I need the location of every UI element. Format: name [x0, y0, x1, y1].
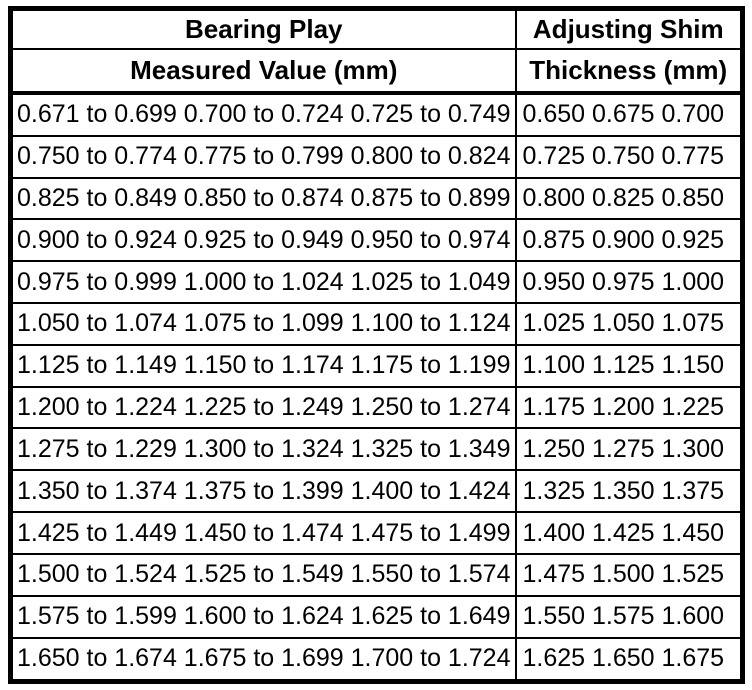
shim-thickness-cell: 1.175 1.200 1.225 [514, 386, 743, 430]
measured-value-cell: 1.650 to 1.674 1.675 to 1.699 1.700 to 1… [17, 644, 511, 673]
table-row: 1.425 to 1.449 1.450 to 1.474 1.475 to 1… [10, 512, 743, 555]
shim-thickness-cell: 1.100 1.125 1.150 [514, 344, 743, 388]
measured-value-cell: 1.575 to 1.599 1.600 to 1.624 1.625 to 1… [10, 595, 516, 639]
measured-value-cell: 0.975 to 0.999 1.000 to 1.024 1.025 to 1… [10, 261, 516, 304]
measured-value-cell: 1.500 to 1.524 1.525 to 1.549 1.550 to 1… [10, 553, 516, 597]
table-row: 1.125 to 1.149 1.150 to 1.174 1.175 to 1… [10, 344, 743, 388]
measured-value-cell: 1.125 to 1.149 1.150 to 1.174 1.175 to 1… [10, 344, 516, 388]
measured-value-cell: 0.825 to 0.849 0.850 to 0.874 0.875 to 0… [10, 177, 516, 221]
shim-thickness-cell: 0.725 0.750 0.775 [514, 135, 743, 179]
table-row: 1.200 to 1.224 1.225 to 1.249 1.250 to 1… [10, 386, 743, 430]
table-row: 1.050 to 1.074 1.075 to 1.099 1.100 to 1… [10, 302, 743, 346]
table-row: 1.350 to 1.374 1.375 to 1.399 1.400 to 1… [10, 470, 743, 514]
header-adjusting-shim: Adjusting Shim [514, 8, 743, 50]
table-row: 0.975 to 0.999 1.000 to 1.024 1.025 to 1… [10, 261, 743, 304]
table-row: 1.500 to 1.524 1.525 to 1.549 1.550 to 1… [10, 553, 743, 597]
shim-thickness-cell: 0.650 0.675 0.700 [514, 92, 743, 137]
measured-value-cell: 1.425 to 1.449 1.450 to 1.474 1.475 to 1… [10, 512, 516, 555]
table-header: Bearing Play Adjusting Shim Measured Val… [10, 8, 743, 95]
shim-thickness-cell: 1.325 1.350 1.375 [514, 470, 743, 514]
shim-thickness-cell: 1.550 1.575 1.600 [514, 595, 743, 639]
measured-value-cell: 0.900 to 0.924 0.925 to 0.949 0.950 to 0… [10, 219, 516, 263]
shim-thickness-cell: 0.875 0.900 0.925 [514, 219, 743, 263]
bearing-play-shim-table: Bearing Play Adjusting Shim Measured Val… [8, 6, 745, 684]
shim-thickness-cell: 1.250 1.275 1.300 [514, 428, 743, 472]
table-body: 0.671 to 0.699 0.700 to 0.724 0.725 to 0… [10, 92, 743, 682]
measured-value-cell: 1.275 to 1.229 1.300 to 1.324 1.325 to 1… [10, 428, 516, 472]
measured-value-cell: 1.200 to 1.224 1.225 to 1.249 1.250 to 1… [10, 386, 516, 430]
table-row: 0.825 to 0.849 0.850 to 0.874 0.875 to 0… [10, 177, 743, 221]
shim-thickness-cell: 1.025 1.050 1.075 [514, 302, 743, 346]
table-row: 0.671 to 0.699 0.700 to 0.724 0.725 to 0… [10, 92, 743, 137]
header-measured-value: Measured Value (mm) [10, 48, 516, 95]
table-row: 0.750 to 0.774 0.775 to 0.799 0.800 to 0… [10, 135, 743, 179]
measured-value-cell: 0.671 to 0.699 0.700 to 0.724 0.725 to 0… [10, 92, 516, 137]
measured-value-cell: 1.350 to 1.374 1.375 to 1.399 1.400 to 1… [10, 470, 516, 514]
shim-thickness-cell: 0.950 0.975 1.000 [514, 261, 743, 304]
shim-thickness-cell: 1.400 1.425 1.450 [514, 512, 743, 555]
header-group-row: Bearing Play Adjusting Shim [10, 8, 743, 50]
table-row: 1.275 to 1.229 1.300 to 1.324 1.325 to 1… [10, 428, 743, 472]
header-sub-row: Measured Value (mm) Thickness (mm) [10, 48, 743, 95]
shim-thickness-cell: 1.475 1.500 1.525 [514, 553, 743, 597]
measured-value-cell: 0.750 to 0.774 0.775 to 0.799 0.800 to 0… [10, 135, 516, 179]
shim-thickness-cell: 1.625 1.650 1.675 [514, 637, 743, 682]
table-row: 1.650 to 1.674 1.675 to 1.699 1.700 to 1… [11, 637, 743, 682]
header-bearing-play: Bearing Play [10, 8, 516, 50]
table-row: 1.575 to 1.599 1.600 to 1.624 1.625 to 1… [10, 595, 743, 639]
shim-thickness-cell: 0.800 0.825 0.850 [514, 177, 743, 221]
header-thickness: Thickness (mm) [514, 48, 743, 95]
measured-value-cell: 1.050 to 1.074 1.075 to 1.099 1.100 to 1… [10, 302, 516, 346]
table-row: 0.900 to 0.924 0.925 to 0.949 0.950 to 0… [10, 219, 743, 263]
